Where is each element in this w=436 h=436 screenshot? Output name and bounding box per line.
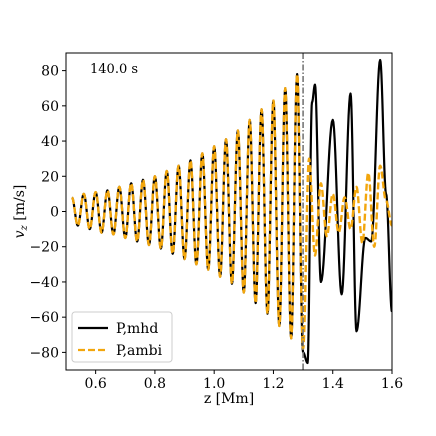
series-layer xyxy=(71,58,392,365)
x-axis: 0.6 0.8 1.0 1.2 1.4 1.6 xyxy=(85,370,403,392)
legend: P,mhd P,ambi xyxy=(71,311,173,363)
x-tick-label: 0.6 xyxy=(85,376,107,392)
y-axis: −80 −60 −40 −20 0 20 40 60 80 xyxy=(29,64,66,361)
y-tick-label: 80 xyxy=(41,64,59,80)
time-annotation: 140.0 s xyxy=(90,62,138,77)
y-tick-label: 20 xyxy=(41,169,59,185)
x-tick-label: 1.2 xyxy=(262,376,284,392)
y-axis-label: vz [m/s] xyxy=(12,185,30,239)
x-tick-label: 1.4 xyxy=(322,376,344,392)
x-axis-label: z [Mm] xyxy=(204,391,254,407)
series-line-2 xyxy=(71,72,392,351)
legend-label-2: P,ambi xyxy=(116,343,163,359)
y-tick-label: 40 xyxy=(41,134,59,150)
y-tick-label: −40 xyxy=(29,275,59,291)
x-tick-label: 0.8 xyxy=(144,376,166,392)
y-tick-label: −20 xyxy=(29,240,59,256)
legend-label-1: P,mhd xyxy=(116,321,158,337)
legend-box xyxy=(71,311,173,363)
x-tick-label: 1.0 xyxy=(203,376,225,392)
y-tick-label: −80 xyxy=(29,345,59,361)
y-tick-label: 60 xyxy=(41,99,59,115)
x-tick-label: 1.6 xyxy=(381,376,403,392)
y-tick-label: −60 xyxy=(29,310,59,326)
y-tick-label: 0 xyxy=(50,205,59,221)
